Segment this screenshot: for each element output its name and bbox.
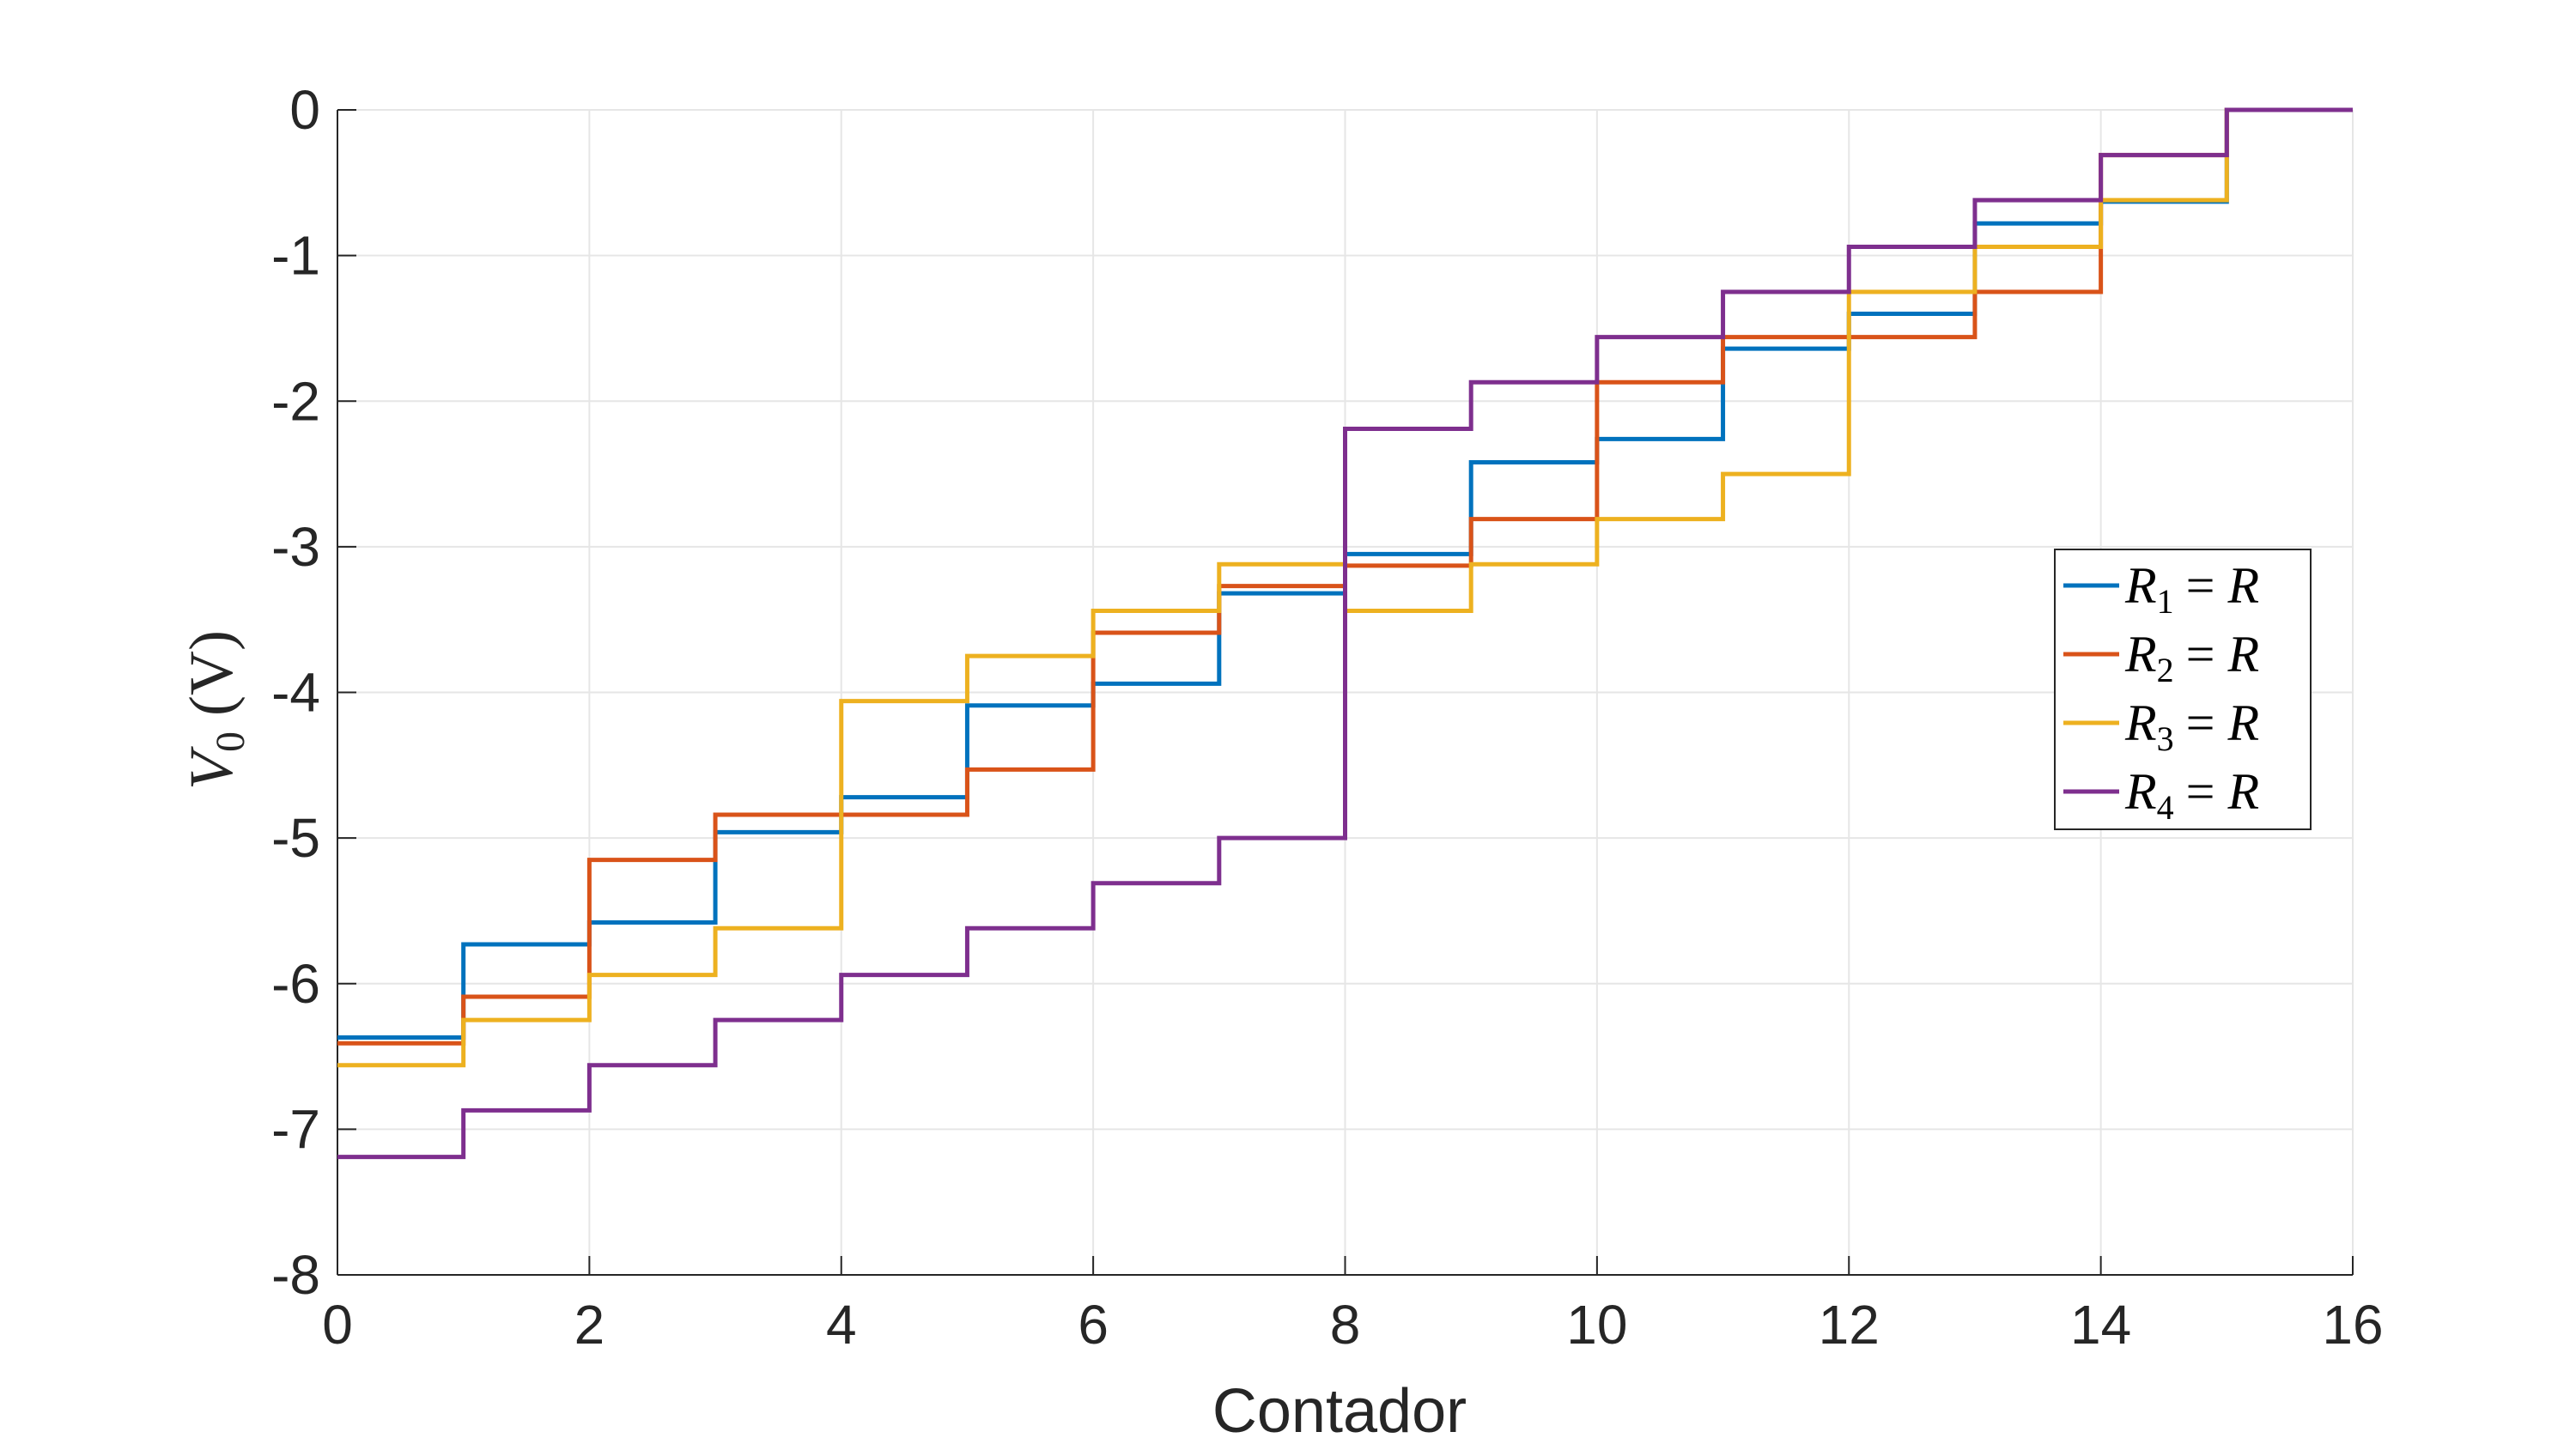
y-tick-label-3: -3 <box>271 516 320 578</box>
svg-text:V0(V): V0 (V) <box>177 630 253 790</box>
y-tick-label-4: -4 <box>271 662 320 724</box>
x-tick-label-2: 4 <box>826 1294 857 1356</box>
y-axis-subscript: 0 <box>208 731 253 752</box>
legend-label-4: R4 = R <box>2124 763 2259 827</box>
legend: R1 = RR2 = RR3 = RR4 = R <box>2054 549 2312 830</box>
legend-label-3: R3 = R <box>2124 695 2259 758</box>
x-axis-title: Contador <box>1212 1377 1467 1438</box>
series-line-4 <box>337 107 2353 1160</box>
y-tick-label-7: -7 <box>271 1098 320 1160</box>
x-tick-label-0: 0 <box>322 1294 353 1356</box>
x-tick-label-3: 6 <box>1078 1294 1109 1356</box>
y-tick-label-8: -8 <box>271 1244 320 1306</box>
legend-label-1: R1 = R <box>2124 557 2259 621</box>
series-lines <box>337 107 2353 1160</box>
y-axis-title: V0 (V) <box>177 630 253 790</box>
x-tick-label-7: 14 <box>2070 1294 2131 1356</box>
x-tick-label-8: 16 <box>2322 1294 2383 1356</box>
x-tick-label-4: 8 <box>1330 1294 1361 1356</box>
y-axis-unit: (V) <box>177 630 246 716</box>
x-tick-label-5: 10 <box>1566 1294 1627 1356</box>
y-tick-label-1: -1 <box>271 225 320 287</box>
axes <box>337 109 2354 1276</box>
y-tick-label-2: -2 <box>271 370 320 432</box>
tick-labels: 0 2 4 6 8 10 12 14 16 0 -1 -2 -3 -4 -5 -6 -7 -8 <box>271 79 2384 1356</box>
x-tick-label-6: 12 <box>1819 1294 1880 1356</box>
x-tick-label-1: 2 <box>574 1294 605 1356</box>
y-axis-symbol: V <box>177 746 246 790</box>
legend-label-2: R2 = R <box>2124 626 2259 689</box>
y-tick-label-5: -5 <box>271 807 320 869</box>
legend-box <box>2054 549 2312 830</box>
y-tick-label-6: -6 <box>271 953 320 1015</box>
y-tick-label-0: 0 <box>289 79 320 141</box>
